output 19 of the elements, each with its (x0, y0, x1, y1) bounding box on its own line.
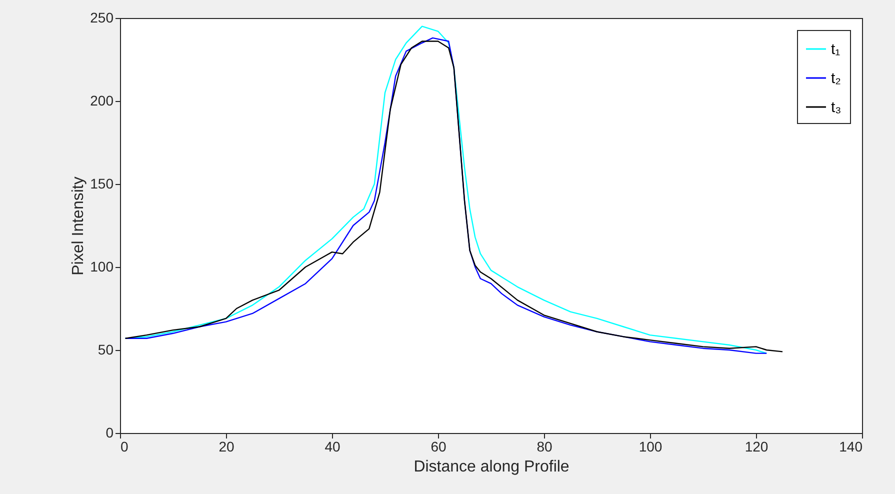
x-tick-label: 40 (324, 438, 340, 454)
x-tick-label: 20 (218, 438, 234, 454)
x-tick-label: 60 (430, 438, 446, 454)
y-tick-label: 150 (90, 176, 114, 192)
x-tick-label: 80 (536, 438, 552, 454)
y-tick-label: 0 (106, 424, 114, 440)
y-tick-label: 50 (98, 342, 114, 358)
legend-label: t₁ (831, 41, 840, 58)
y-tick-label: 250 (90, 10, 114, 26)
y-tick-label: 100 (90, 258, 114, 274)
x-tick-label: 140 (839, 438, 863, 454)
x-tick-label: 0 (120, 438, 128, 454)
x-tick-label: 120 (744, 438, 768, 454)
legend-label: t₂ (831, 70, 842, 87)
y-tick-label: 200 (90, 92, 114, 108)
x-axis-title: Distance along Profile (414, 458, 570, 476)
legend-label: t₃ (831, 99, 842, 116)
x-tick-label: 100 (638, 438, 662, 454)
y-axis-title: Pixel Intensity (70, 176, 88, 276)
